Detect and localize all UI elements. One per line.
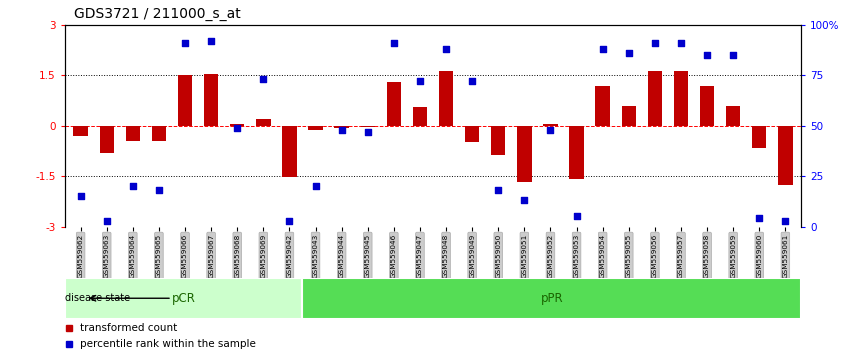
Point bbox=[596, 46, 610, 52]
Bar bbox=[752, 126, 766, 148]
Bar bbox=[360, 126, 375, 127]
Point bbox=[622, 50, 636, 56]
Bar bbox=[282, 126, 297, 177]
Bar bbox=[700, 86, 714, 126]
Point bbox=[387, 40, 401, 46]
Bar bbox=[204, 74, 218, 126]
Point bbox=[727, 52, 740, 58]
Point bbox=[152, 187, 166, 193]
Bar bbox=[256, 119, 270, 126]
Point bbox=[465, 79, 479, 84]
Bar bbox=[674, 71, 688, 126]
Text: pPR: pPR bbox=[540, 292, 563, 305]
Text: GDS3721 / 211000_s_at: GDS3721 / 211000_s_at bbox=[74, 7, 241, 21]
Bar bbox=[648, 71, 662, 126]
Point bbox=[413, 79, 427, 84]
Point bbox=[361, 129, 375, 135]
Point bbox=[779, 218, 792, 223]
Text: percentile rank within the sample: percentile rank within the sample bbox=[80, 339, 255, 349]
Point bbox=[544, 127, 558, 132]
Point bbox=[308, 183, 322, 189]
Bar bbox=[439, 71, 453, 126]
Bar bbox=[386, 82, 401, 126]
Bar bbox=[178, 75, 192, 126]
Point bbox=[570, 213, 584, 219]
Bar bbox=[465, 126, 480, 142]
Bar bbox=[543, 124, 558, 126]
Bar bbox=[74, 126, 87, 136]
Point bbox=[256, 76, 270, 82]
Point bbox=[126, 183, 139, 189]
Bar bbox=[569, 126, 584, 179]
Point bbox=[335, 127, 349, 132]
Text: disease state: disease state bbox=[65, 293, 130, 303]
Point bbox=[74, 193, 87, 199]
Bar bbox=[413, 107, 427, 126]
Bar bbox=[779, 126, 792, 184]
Bar bbox=[308, 126, 323, 130]
Bar bbox=[65, 278, 302, 319]
Point bbox=[178, 40, 192, 46]
Bar bbox=[100, 126, 114, 153]
Point bbox=[700, 52, 714, 58]
Point bbox=[230, 125, 244, 131]
Bar bbox=[302, 278, 801, 319]
Bar bbox=[596, 86, 610, 126]
Text: pCR: pCR bbox=[171, 292, 196, 305]
Point bbox=[491, 187, 505, 193]
Bar bbox=[622, 106, 636, 126]
Text: transformed count: transformed count bbox=[80, 322, 177, 332]
Point bbox=[282, 218, 296, 223]
Bar bbox=[152, 126, 166, 141]
Point bbox=[100, 218, 113, 223]
Point bbox=[753, 216, 766, 221]
Bar bbox=[517, 126, 532, 182]
Bar bbox=[334, 126, 349, 129]
Bar bbox=[726, 106, 740, 126]
Point bbox=[439, 46, 453, 52]
Point bbox=[517, 198, 531, 203]
Point bbox=[648, 40, 662, 46]
Point bbox=[204, 38, 218, 44]
Point bbox=[674, 40, 688, 46]
Bar bbox=[126, 126, 140, 141]
Bar bbox=[230, 124, 244, 126]
Bar bbox=[491, 126, 506, 155]
